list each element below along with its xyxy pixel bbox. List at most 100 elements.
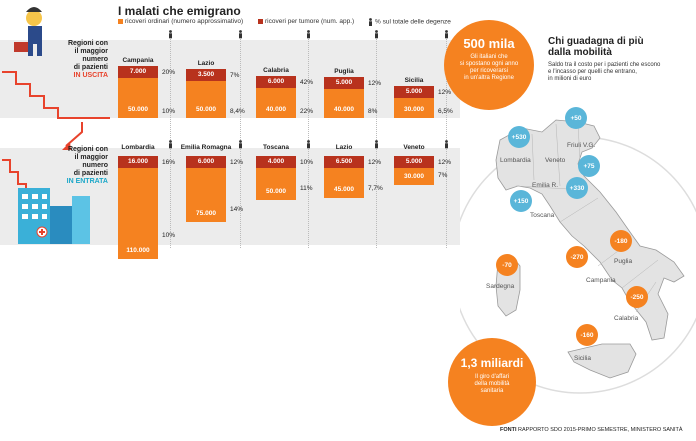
chart-title: I malati che emigrano xyxy=(118,4,241,18)
side-label-uscita-line: numero xyxy=(82,56,108,63)
map-region-label: Veneto xyxy=(545,157,566,164)
legend-tumore: ricoveri per tumore (num. app.) xyxy=(258,18,354,25)
bar-tumore-value: 7.000 xyxy=(129,68,147,75)
region-label: Emilia Romagna xyxy=(180,144,232,151)
saldo-marker: -70 xyxy=(496,254,518,276)
side-label-uscita-line: di pazienti xyxy=(73,64,108,71)
side-label-entrata-line: Regioni con xyxy=(67,146,108,153)
bubble-500mila-line: Gli italiani che xyxy=(470,54,508,60)
hospital-icon xyxy=(18,188,90,244)
bar-ordinari-value: 45.000 xyxy=(334,186,354,194)
bar-tumore-value: 5.000 xyxy=(405,88,423,96)
pct-tumore: 12% xyxy=(438,89,452,97)
side-illustration xyxy=(2,7,110,244)
map-title: Chi guadagna di più dalla mobilità xyxy=(548,36,644,58)
legend-label-ordinari: ricoveri ordinari (numero approssimativo… xyxy=(125,18,244,25)
sicilia-shape xyxy=(567,343,637,379)
side-label-entrata-highlight: IN ENTRATA xyxy=(66,178,108,185)
side-label-uscita: Regioni con il maggior numero di pazient… xyxy=(44,40,108,80)
region-label: Lazio xyxy=(197,60,215,68)
bar-ordinari xyxy=(394,98,434,118)
arrow-down-icon xyxy=(62,122,83,150)
pct-ordinari: 11% xyxy=(300,185,313,192)
bar-ordinari xyxy=(324,168,364,199)
saldo-marker: +75 xyxy=(578,155,600,177)
map-region-label: Sicilia xyxy=(574,355,591,362)
bar-ordinari xyxy=(324,88,364,118)
stairs-out-icon xyxy=(2,71,110,119)
side-label-uscita-line: Regioni con xyxy=(67,40,108,47)
pct-ordinari: 10% xyxy=(162,232,176,239)
bar-tumore xyxy=(324,76,364,89)
pct-tumore: 12% xyxy=(368,79,382,87)
bar-tumore xyxy=(186,69,226,82)
map-region-label: Friuli V.G. xyxy=(567,142,596,149)
person-icon xyxy=(239,140,242,149)
bar-tumore-value: 6.000 xyxy=(197,158,215,165)
legend-label-pct: % sul totale delle degenze xyxy=(375,18,451,26)
bar-ordinari xyxy=(186,81,226,118)
map-region-label: Toscana xyxy=(530,212,555,219)
pct-ordinari: 22% xyxy=(300,108,314,115)
pct-tumore: 7% xyxy=(230,72,240,80)
bar-ordinari-value: 30.000 xyxy=(404,106,424,113)
person-icon xyxy=(369,18,372,26)
bar-ordinari-value: 110.000 xyxy=(126,247,150,254)
bar-ordinari xyxy=(186,168,226,223)
legend-swatch-tumore xyxy=(258,18,263,24)
map-subtitle: Saldo tra il costo per i pazienti che es… xyxy=(548,62,688,83)
bar-tumore xyxy=(394,156,434,168)
bar-ordinari-value: 50.000 xyxy=(196,106,216,113)
bubble-500mila-value: 500 mila xyxy=(463,36,515,51)
patient-out-icon xyxy=(14,7,42,56)
pct-tumore: 16% xyxy=(162,159,176,166)
pct-tumore: 12% xyxy=(438,159,452,166)
bar-ordinari xyxy=(118,78,158,118)
person-icon xyxy=(375,140,378,149)
saldo-marker: +330 xyxy=(566,177,588,199)
side-label-entrata-line: di pazienti xyxy=(73,170,108,177)
bubble-1-3-miliardi-line: Il giro d'affari xyxy=(474,374,510,380)
bar-tumore-value: 16.000 xyxy=(128,158,148,165)
bar-tumore xyxy=(118,156,158,168)
saldo-marker: +50 xyxy=(565,107,587,129)
italy-mainland-shape xyxy=(495,119,685,341)
saldo-marker: -270 xyxy=(566,246,588,268)
person-icon xyxy=(445,140,448,149)
bar-ordinari-value: 40.000 xyxy=(334,106,354,113)
bar-ordinari-value: 40.000 xyxy=(266,106,286,113)
person-icon xyxy=(307,140,310,149)
bar-tumore xyxy=(256,76,296,89)
legend-pct: % sul totale delle degenze xyxy=(368,18,451,26)
map-title-line: Chi guadagna di più xyxy=(548,36,644,47)
map-region-label: Puglia xyxy=(614,258,633,265)
source-text: RAPPORTO SDO 2015-PRIMO SEMESTRE, MINIST… xyxy=(518,427,683,433)
bubble-500mila-line: in un'altra Regione xyxy=(464,75,514,81)
person-icon xyxy=(307,30,310,39)
pct-ordinari: 8,4% xyxy=(230,108,245,115)
bar-ordinari xyxy=(394,168,434,185)
saldo-marker: -250 xyxy=(626,286,648,308)
saldo-marker: +530 xyxy=(508,126,530,148)
region-label: Campania xyxy=(122,57,154,64)
region-label: Veneto xyxy=(403,144,425,151)
person-icon xyxy=(239,30,242,39)
pct-ordinari: 10% xyxy=(162,108,176,115)
pct-ordinari: 6,5% xyxy=(438,108,453,115)
map-region-label: Lombardia xyxy=(500,157,531,164)
bubble-1-3-miliardi-line: sanitaria xyxy=(480,388,504,394)
bar-ordinari xyxy=(256,88,296,118)
bar-tumore xyxy=(256,156,296,168)
bar-tumore-value: 6.500 xyxy=(335,158,353,165)
bubble-1-3-miliardi-line: della mobilità xyxy=(474,381,510,387)
panel-uscita xyxy=(0,40,460,118)
bar-tumore xyxy=(394,86,434,99)
region-label: Lombardia xyxy=(121,144,155,151)
pct-ordinari: 7,7% xyxy=(368,185,383,192)
side-label-uscita-highlight: IN USCITA xyxy=(73,72,108,79)
region-label: Calabria xyxy=(263,67,289,75)
pct-ordinari: 14% xyxy=(230,206,244,213)
region-label: Puglia xyxy=(334,67,354,75)
source-note: FONTI RAPPORTO SDO 2015-PRIMO SEMESTRE, … xyxy=(500,427,683,433)
bar-ordinari-value: 75.000 xyxy=(196,210,216,218)
